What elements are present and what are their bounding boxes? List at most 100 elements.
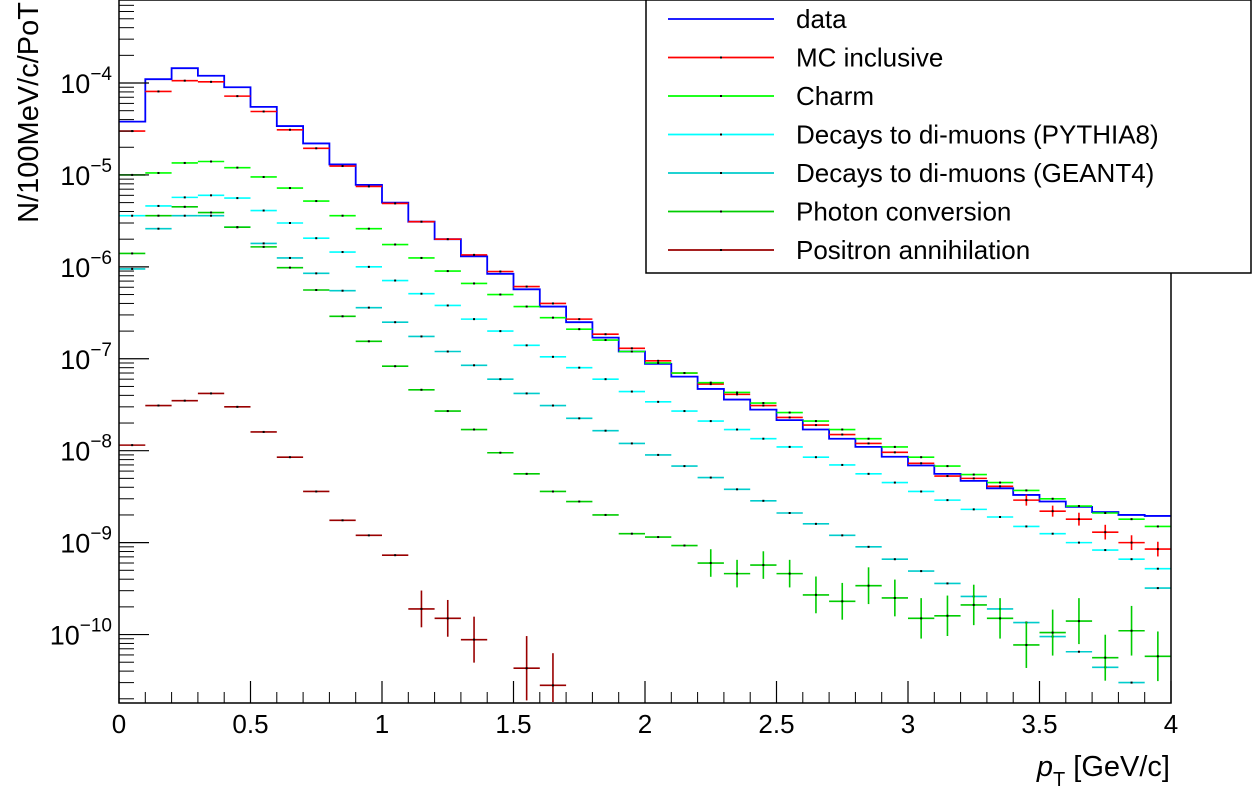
data-point: [1144, 567, 1171, 570]
data-point: [986, 598, 1014, 639]
marker: [210, 194, 213, 197]
data-point: [645, 361, 672, 364]
marker: [551, 490, 554, 493]
data-point: [618, 350, 645, 353]
data-point: [408, 388, 435, 391]
marker: [1077, 650, 1080, 653]
legend-item-3: Decays to di-muons (PYTHIA8): [668, 120, 1159, 150]
marker: [578, 328, 581, 331]
marker: [630, 390, 633, 393]
data-point: [1065, 541, 1093, 544]
data-point: [329, 165, 356, 168]
data-point: [329, 315, 356, 318]
data-point: [197, 194, 225, 197]
data-point: [1013, 621, 1040, 668]
data-point: [855, 472, 882, 475]
data-point: [1118, 558, 1145, 561]
data-point: [960, 473, 987, 476]
marker: [315, 200, 318, 203]
marker: [210, 214, 213, 217]
x-tick-label-7: 3.5: [1021, 709, 1057, 739]
data-point: [750, 402, 777, 405]
data-point: [697, 381, 724, 384]
data-point: [1092, 512, 1119, 515]
marker: [1156, 567, 1159, 570]
marker: [288, 266, 291, 269]
x-tick-label-4: 2: [638, 709, 652, 739]
y-tick-exponent: −5: [90, 156, 112, 177]
marker: [736, 393, 739, 396]
marker: [657, 400, 660, 403]
marker: [893, 596, 896, 599]
data-point: [224, 226, 251, 229]
y-tick-exponent: −8: [90, 432, 112, 453]
marker: [367, 534, 370, 537]
data-point: [119, 214, 146, 217]
marker: [394, 279, 397, 282]
data-point: [382, 202, 409, 205]
marker: [473, 364, 476, 367]
data-point: [697, 476, 724, 479]
marker: [473, 638, 476, 641]
data-point: [460, 428, 488, 431]
data-point: [618, 347, 645, 350]
legend-marker: [720, 95, 722, 97]
marker: [709, 383, 712, 386]
marker: [788, 572, 791, 575]
marker: [762, 499, 765, 502]
data-point: [750, 404, 777, 407]
y-tick-base: 10: [60, 161, 90, 191]
data-point: [592, 513, 619, 516]
data-point: [513, 305, 540, 308]
marker: [288, 456, 291, 459]
data-point: [1039, 505, 1066, 517]
data-point: [829, 582, 856, 620]
data-point: [276, 256, 304, 259]
y-tick-label-0: 10−10: [50, 616, 112, 651]
data-point: [697, 420, 724, 423]
x-tick-label-2: 1: [375, 709, 389, 739]
marker: [157, 214, 160, 217]
data-point: [1144, 541, 1171, 557]
marker: [262, 245, 265, 248]
marker: [1130, 541, 1133, 544]
marker: [183, 205, 186, 208]
data-point: [1065, 598, 1093, 645]
data-point: [434, 304, 461, 307]
data-point: [303, 237, 330, 240]
marker: [288, 128, 291, 131]
legend-label: Photon conversion: [796, 197, 1011, 227]
x-axis-label-var: p: [1036, 751, 1053, 783]
marker: [394, 202, 397, 205]
data-point: [566, 417, 593, 420]
marker: [1104, 512, 1107, 515]
data-point: [250, 242, 277, 245]
data-point: [566, 318, 593, 321]
legend-item-2: Charm: [668, 81, 874, 111]
x-tick-label-3: 1.5: [495, 709, 531, 739]
marker: [946, 614, 949, 617]
marker: [1025, 489, 1028, 492]
data-point: [566, 500, 593, 503]
marker: [1051, 497, 1054, 500]
data-point: [276, 456, 304, 459]
marker: [788, 512, 791, 515]
legend-marker: [720, 249, 722, 251]
data-point: [645, 400, 672, 403]
data-point: [408, 256, 435, 259]
legend-label: Charm: [796, 81, 874, 111]
marker: [315, 272, 318, 275]
marker: [473, 428, 476, 431]
data-point: [408, 220, 435, 223]
data-point: [855, 437, 882, 440]
x-tick-label-5: 2.5: [758, 709, 794, 739]
marker: [657, 359, 660, 362]
data-point: [592, 339, 619, 342]
marker: [183, 399, 186, 402]
data-point: [671, 465, 698, 468]
marker: [578, 417, 581, 420]
data-point: [539, 316, 567, 319]
marker: [394, 554, 397, 557]
data-point: [513, 344, 540, 347]
data-point: [829, 433, 856, 436]
